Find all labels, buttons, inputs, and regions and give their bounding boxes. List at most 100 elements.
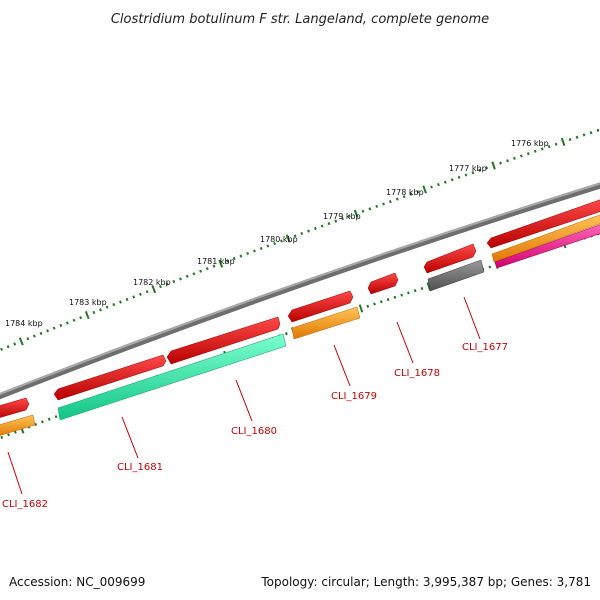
minor-tick [416, 190, 420, 194]
tick-label-1778: 1778 kbp [386, 188, 424, 197]
minor-tick [334, 219, 338, 223]
minor-tick [327, 222, 331, 226]
minor-tick [540, 147, 544, 151]
minor-tick [159, 285, 162, 289]
minor-tick [165, 282, 169, 286]
major-tick [560, 137, 566, 147]
gene-arrow-cli-1679[interactable] [287, 290, 354, 323]
tick-label-1782: 1782 kbp [133, 278, 171, 287]
minor-tick [119, 300, 122, 304]
minor-tick [568, 138, 572, 142]
leader-line-cli-1679 [333, 344, 351, 387]
minor-tick [554, 142, 558, 146]
tick-label-1781: 1781 kbp [197, 257, 235, 266]
minor-tick [205, 267, 209, 271]
minor-tick [320, 224, 324, 228]
minor-tick [464, 173, 468, 177]
minor-tick [471, 171, 475, 175]
minor-tick [6, 345, 10, 349]
gene-leader-lines [7, 296, 481, 495]
gene-arrow-cli-1680[interactable] [166, 316, 281, 365]
gene-track-forward [0, 198, 600, 419]
minor-tick [52, 326, 56, 330]
cds-bar-next-orange[interactable] [491, 213, 600, 263]
gene-label-cli-1679[interactable]: CLI_1679 [331, 391, 377, 402]
gene-arrow-cli-1681[interactable] [53, 354, 167, 401]
leader-line-cli-1681 [121, 416, 139, 459]
minor-tick [125, 297, 129, 302]
major-tick [285, 234, 291, 243]
minor-tick [373, 302, 376, 306]
minor-tick [485, 166, 489, 170]
cds-bar-cli-1679[interactable] [291, 306, 361, 340]
gene-arrow-cli-1678[interactable] [367, 272, 399, 295]
minor-tick [366, 304, 370, 308]
gene-arrow-next[interactable] [486, 198, 600, 249]
minor-tick [499, 161, 502, 165]
minor-tick [259, 246, 263, 251]
minor-tick [379, 300, 383, 304]
major-tick [491, 161, 496, 170]
major-tick [84, 310, 90, 320]
minor-tick [54, 415, 58, 419]
minor-tick [145, 290, 149, 294]
major-tick [353, 209, 359, 218]
minor-tick [7, 433, 10, 437]
minor-tick [368, 207, 372, 211]
major-tick [218, 259, 224, 268]
accession-text: Accession: NC_009699 [9, 575, 145, 589]
minor-tick [92, 310, 96, 315]
minor-tick [478, 168, 482, 172]
minor-tick [395, 197, 399, 201]
tick-label-1784: 1784 kbp [5, 319, 43, 328]
gene-label-cli-1677[interactable]: CLI_1677 [462, 342, 508, 353]
major-tick [151, 285, 157, 294]
minor-tick [347, 214, 351, 218]
minor-tick [65, 321, 69, 325]
minor-tick [138, 292, 142, 296]
gene-label-cli-1681[interactable]: CLI_1681 [117, 462, 163, 473]
cds-bar-next-pink[interactable] [494, 223, 600, 269]
minor-tick [0, 435, 4, 439]
cds-bar-cli-1682[interactable] [0, 414, 36, 437]
gene-arrow-cli-1682[interactable] [0, 397, 30, 419]
minor-tick [409, 192, 413, 196]
gene-arrow-cli-1677[interactable] [423, 243, 477, 274]
minor-tick [361, 209, 365, 213]
minor-tick [280, 239, 283, 243]
tick-label-1779: 1779 kbp [323, 212, 361, 221]
minor-tick [407, 291, 410, 295]
minor-tick [393, 295, 397, 299]
cds-bar-cli-1681-1680[interactable] [57, 333, 287, 421]
minor-tick [382, 202, 385, 206]
minor-tick [300, 231, 304, 236]
minor-tick [199, 269, 203, 273]
minor-tick [402, 195, 406, 199]
minor-tick [132, 295, 136, 299]
minor-tick [41, 420, 44, 424]
cds-bar-cli-1677[interactable] [427, 259, 485, 292]
minor-tick [506, 159, 509, 163]
minor-tick [59, 323, 63, 328]
minor-tick [0, 347, 3, 351]
genome-backbone-highlight [0, 182, 600, 396]
minor-tick [13, 430, 17, 434]
gene-label-cli-1680[interactable]: CLI_1680 [231, 426, 277, 437]
gene-label-cli-1682[interactable]: CLI_1682 [2, 499, 48, 510]
major-tick [422, 185, 427, 194]
minor-tick [232, 256, 236, 261]
minor-tick [513, 156, 516, 160]
minor-tick [172, 279, 176, 284]
minor-tick [437, 183, 440, 187]
leader-line-cli-1677 [463, 296, 481, 340]
minor-tick [420, 286, 424, 291]
leader-line-cli-1682 [7, 451, 23, 495]
minor-tick [34, 422, 38, 426]
minor-tick [99, 308, 102, 312]
gene-label-cli-1678[interactable]: CLI_1678 [394, 368, 440, 379]
minor-tick [32, 334, 36, 338]
tick-label-1780: 1780 kbp [260, 235, 298, 244]
tick-label-1783: 1783 kbp [69, 298, 107, 307]
minor-tick [246, 251, 250, 256]
minor-tick [212, 264, 216, 268]
